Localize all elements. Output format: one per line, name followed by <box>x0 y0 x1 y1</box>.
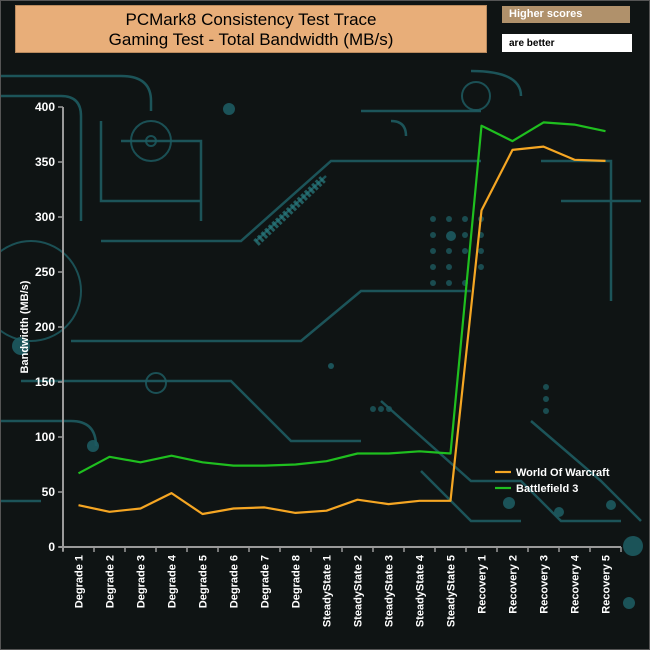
x-tick-label: Recovery 5 <box>601 555 613 614</box>
y-tick-label: 200 <box>35 320 55 334</box>
chart-title: PCMark8 Consistency Test Trace Gaming Te… <box>15 5 487 53</box>
x-tick-label: SteadyState 2 <box>353 555 365 627</box>
x-tick-label: Recovery 1 <box>477 555 489 614</box>
legend-label: Battlefield 3 <box>516 483 578 495</box>
x-tick-label: Degrade 3 <box>136 555 148 608</box>
y-tick-label: 350 <box>35 155 55 169</box>
note-are-better: are better <box>502 34 632 52</box>
x-tick-label: Degrade 5 <box>198 555 210 608</box>
note-higher-scores: Higher scores <box>502 6 630 23</box>
legend-label: World Of Warcraft <box>516 467 610 479</box>
title-line-2: Gaming Test - Total Bandwidth (MB/s) <box>108 30 394 49</box>
x-tick-label: Recovery 3 <box>539 555 551 614</box>
y-tick-label: 400 <box>35 100 55 114</box>
y-tick-label: 250 <box>35 265 55 279</box>
x-tick-label: SteadyState 5 <box>446 555 458 627</box>
y-tick-label: 0 <box>48 540 55 554</box>
x-tick-label: SteadyState 1 <box>322 555 334 627</box>
x-tick-label: Degrade 7 <box>260 555 272 608</box>
y-ticks: 0 50 100 150 200 250 300 350 400 <box>35 100 63 554</box>
x-tick-label: SteadyState 4 <box>415 554 427 627</box>
series-line-world-of-warcraft <box>78 145 606 516</box>
x-tick-label: Degrade 2 <box>105 555 117 608</box>
legend: World Of Warcraft Battlefield 3 <box>495 467 610 495</box>
series-line-battlefield-3 <box>77 121 606 475</box>
x-tick-label: Recovery 2 <box>508 555 520 614</box>
y-tick-label: 300 <box>35 210 55 224</box>
y-tick-label: 50 <box>42 485 56 499</box>
y-tick-label: 150 <box>35 375 55 389</box>
x-ticks: Degrade 1 Degrade 2 Degrade 3 Degrade 4 Degr… <box>62 547 622 627</box>
x-tick-label: Degrade 1 <box>74 555 86 608</box>
series-lines <box>77 121 606 516</box>
x-tick-label: Recovery 4 <box>570 554 582 614</box>
y-axis-label: Bandwidth (MB/s) <box>19 280 31 373</box>
title-line-1: PCMark8 Consistency Test Trace <box>125 10 377 29</box>
x-tick-label: Degrade 8 <box>291 555 303 608</box>
x-tick-label: Degrade 6 <box>229 555 241 608</box>
x-tick-label: SteadyState 3 <box>384 555 396 627</box>
y-tick-label: 100 <box>35 430 55 444</box>
x-tick-label: Degrade 4 <box>167 554 179 608</box>
